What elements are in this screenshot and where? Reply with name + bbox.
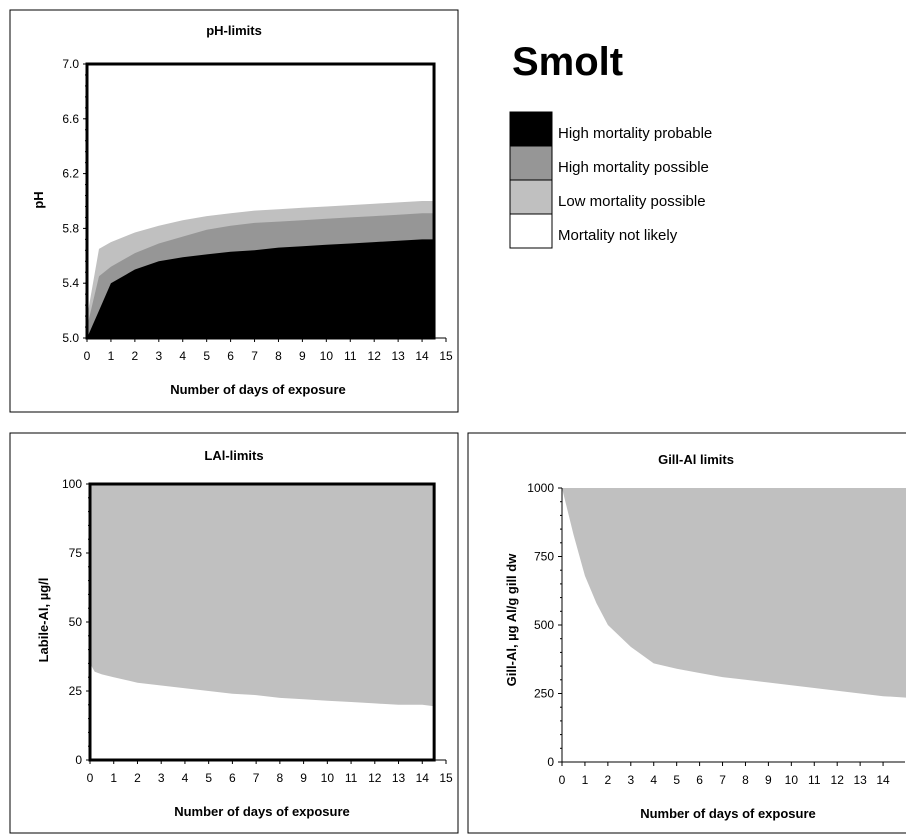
x-tick-label: 6 xyxy=(696,773,703,787)
x-tick-label: 7 xyxy=(251,349,258,363)
legend: High mortality probable High mortality p… xyxy=(509,111,712,249)
y-axis-label-lal: Labile-Al, µg/l xyxy=(36,578,51,663)
x-tick-label: 13 xyxy=(853,773,867,787)
y-tick-label: 6.2 xyxy=(62,167,79,181)
x-tick-label: 15 xyxy=(439,349,453,363)
x-tick-label: 6 xyxy=(229,771,236,785)
x-tick-label: 11 xyxy=(344,349,357,363)
y-axis-label-ph: pH xyxy=(31,191,46,208)
x-tick-label: 9 xyxy=(299,349,306,363)
y-tick-label: 750 xyxy=(534,550,554,564)
x-tick-label: 4 xyxy=(182,771,189,785)
x-tick-label: 0 xyxy=(87,771,94,785)
x-tick-label: 5 xyxy=(203,349,210,363)
x-tick-label: 4 xyxy=(650,773,657,787)
chart-title-ph: pH-limits xyxy=(206,23,262,38)
y-tick-label: 5.4 xyxy=(62,276,79,290)
x-tick-label: 10 xyxy=(785,773,799,787)
x-tick-label: 13 xyxy=(392,771,406,785)
x-tick-label: 10 xyxy=(321,771,335,785)
x-tick-label: 14 xyxy=(876,773,890,787)
plot-ph: 0 1 2 3 4 5 6 7 8 9 10 11 12 13 14 155.05.45.86.26.67.0 xyxy=(62,57,453,363)
x-tick-label: 12 xyxy=(368,771,382,785)
y-tick-label: 5.8 xyxy=(62,221,79,235)
legend-label-high-possible: High mortality possible xyxy=(558,159,709,176)
x-tick-label: 2 xyxy=(134,771,141,785)
x-tick-label: 11 xyxy=(808,773,821,787)
x-tick-label: 3 xyxy=(158,771,165,785)
x-tick-label: 13 xyxy=(391,349,405,363)
x-tick-label: 0 xyxy=(84,349,91,363)
x-tick-label: 5 xyxy=(673,773,680,787)
x-tick-label: 8 xyxy=(275,349,282,363)
y-tick-label: 500 xyxy=(534,618,554,632)
panel-gill-frame xyxy=(467,432,906,834)
legend-swatch-high-probable xyxy=(509,111,553,147)
y-tick-label: 1000 xyxy=(527,481,554,495)
x-tick-label: 4 xyxy=(179,349,186,363)
x-tick-label: 9 xyxy=(765,773,772,787)
x-axis-label-ph: Number of days of exposure xyxy=(170,382,346,397)
y-axis-label-gill: Gill-Al, µg Al/g gill dw xyxy=(504,553,519,687)
y-tick-label: 50 xyxy=(69,615,83,629)
x-tick-label: 3 xyxy=(627,773,634,787)
x-tick-label: 8 xyxy=(742,773,749,787)
y-tick-label: 250 xyxy=(534,687,554,701)
area-high-mortality-probable xyxy=(87,239,435,338)
chart-title-gill: Gill-Al limits xyxy=(658,452,734,467)
x-tick-label: 6 xyxy=(227,349,234,363)
y-tick-label: 75 xyxy=(69,546,83,560)
x-tick-label: 1 xyxy=(582,773,589,787)
x-tick-label: 12 xyxy=(368,349,382,363)
legend-swatch-high-possible xyxy=(509,145,553,181)
chart-title-lal: LAl-limits xyxy=(204,448,263,463)
x-tick-label: 9 xyxy=(300,771,307,785)
y-tick-label: 0 xyxy=(75,753,82,767)
x-tick-label: 10 xyxy=(320,349,334,363)
x-tick-label: 11 xyxy=(345,771,358,785)
legend-swatch-not-likely xyxy=(509,213,553,249)
x-axis-label-gill: Number of days of exposure xyxy=(640,806,816,821)
area-low-mortality-possible xyxy=(562,488,906,698)
x-axis-label-lal: Number of days of exposure xyxy=(174,804,350,819)
legend-label-low-possible: Low mortality possible xyxy=(558,193,706,210)
x-tick-label: 14 xyxy=(415,349,429,363)
y-tick-label: 25 xyxy=(69,684,83,698)
x-tick-label: 7 xyxy=(719,773,726,787)
legend-swatch-low-possible xyxy=(509,179,553,215)
legend-label-not-likely: Mortality not likely xyxy=(558,227,678,244)
x-tick-label: 12 xyxy=(831,773,845,787)
x-tick-label: 1 xyxy=(110,771,117,785)
panel-ph-frame xyxy=(9,9,459,413)
x-tick-label: 7 xyxy=(253,771,260,785)
x-tick-label: 8 xyxy=(277,771,284,785)
y-tick-label: 7.0 xyxy=(62,57,79,71)
y-tick-label: 5.0 xyxy=(62,331,79,345)
x-tick-label: 5 xyxy=(205,771,212,785)
x-tick-label: 1 xyxy=(108,349,115,363)
x-tick-label: 14 xyxy=(416,771,430,785)
y-tick-label: 6.6 xyxy=(62,112,79,126)
area-low-mortality-possible xyxy=(90,484,435,707)
legend-label-high-probable: High mortality probable xyxy=(558,125,712,142)
x-tick-label: 15 xyxy=(439,771,453,785)
x-tick-label: 2 xyxy=(605,773,612,787)
x-tick-label: 0 xyxy=(559,773,566,787)
x-tick-label: 3 xyxy=(155,349,162,363)
y-tick-label: 100 xyxy=(62,477,82,491)
y-tick-label: 0 xyxy=(547,755,554,769)
page-title: Smolt xyxy=(512,40,623,84)
panel-lal-frame xyxy=(9,432,459,834)
x-tick-label: 2 xyxy=(132,349,139,363)
